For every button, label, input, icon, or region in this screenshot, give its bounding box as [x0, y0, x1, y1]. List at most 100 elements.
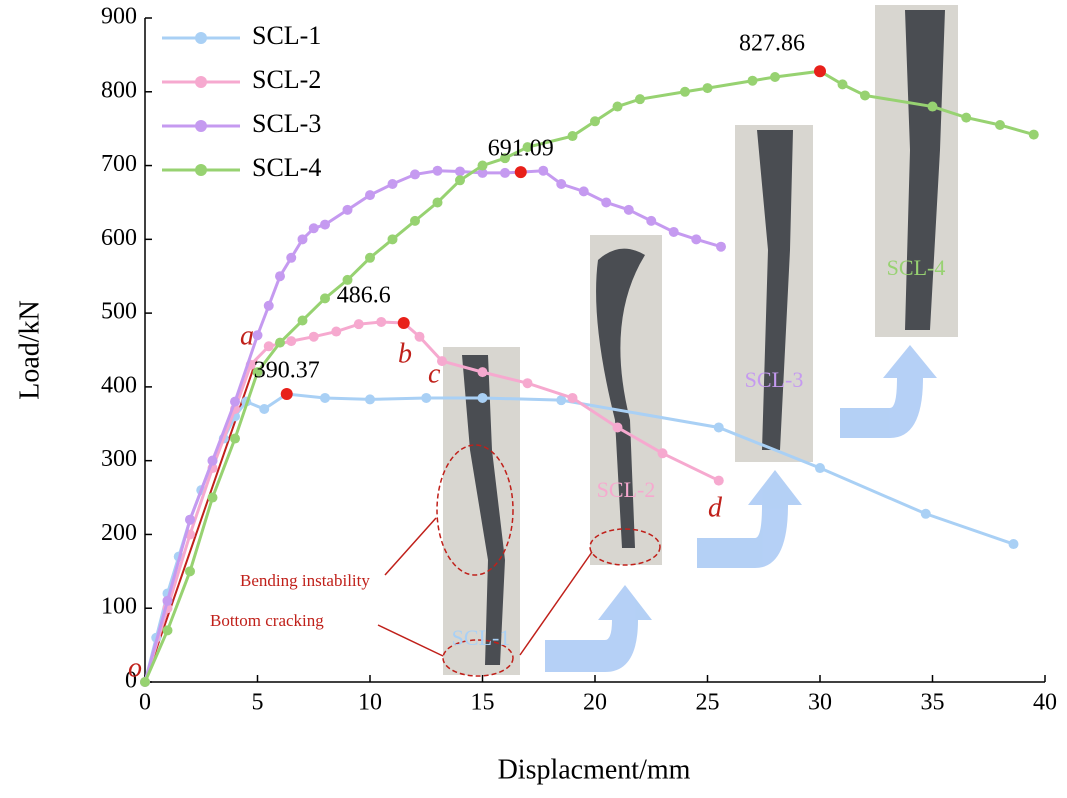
point: [657, 448, 668, 459]
point: [477, 367, 488, 378]
point: [927, 101, 938, 112]
y-tick-label: 600: [101, 225, 137, 251]
peak-label: 691.09: [488, 136, 554, 162]
point: [601, 197, 612, 208]
point: [995, 119, 1005, 130]
point: [455, 166, 465, 177]
y-tick-label: 900: [101, 4, 137, 30]
point: [275, 271, 285, 282]
point: [432, 197, 443, 208]
point: [815, 463, 825, 474]
arrow: [697, 470, 802, 568]
y-tick-label: 800: [101, 77, 137, 103]
point: [713, 422, 724, 433]
point: [286, 252, 297, 263]
peak-point: [814, 65, 826, 78]
arrows: [545, 345, 937, 672]
photo-column: [905, 10, 945, 330]
annotation: o: [128, 652, 142, 683]
annotation: a: [240, 320, 254, 351]
arrow: [840, 345, 937, 438]
point: [365, 252, 375, 263]
legend-marker: [195, 32, 207, 44]
point: [668, 226, 679, 237]
point: [432, 165, 443, 176]
point: [230, 433, 240, 444]
point: [1028, 129, 1039, 140]
x-tick-label: 30: [808, 690, 832, 716]
point: [567, 392, 578, 403]
photos: [443, 5, 958, 675]
point: [376, 316, 387, 327]
point: [353, 319, 364, 330]
legend-marker: [195, 76, 207, 88]
pointer: [377, 624, 444, 657]
point: [410, 169, 420, 180]
point: [259, 404, 270, 415]
point: [308, 223, 319, 234]
x-tick-label: 20: [583, 690, 607, 716]
point: [578, 186, 589, 197]
point: [716, 241, 726, 252]
point: [230, 396, 240, 407]
peak-label: 827.86: [739, 31, 805, 57]
y-tick-label: 100: [101, 594, 137, 620]
x-tick-label: 35: [921, 690, 945, 716]
photo-label: SCL-4: [887, 255, 946, 280]
y-tick-label: 300: [101, 446, 137, 472]
x-tick-label: 0: [139, 690, 151, 716]
point: [477, 160, 488, 171]
x-tick-label: 40: [1033, 690, 1057, 716]
y-tick-label: 700: [101, 151, 137, 177]
point: [185, 566, 195, 577]
point: [920, 508, 931, 519]
point: [342, 204, 353, 215]
point: [612, 101, 623, 112]
point: [297, 234, 308, 245]
x-tick-label: 10: [358, 690, 382, 716]
point: [837, 79, 848, 90]
point: [275, 337, 285, 348]
point: [556, 179, 567, 189]
peak-label: 486.6: [337, 282, 391, 308]
annotation: c: [428, 358, 441, 389]
point: [961, 112, 972, 123]
point: [1008, 539, 1019, 550]
dashed-ellipse: [442, 639, 514, 677]
dashed-ellipse: [589, 528, 661, 566]
point: [713, 475, 724, 486]
point: [410, 215, 420, 226]
pointer: [384, 517, 437, 576]
y-tick-label: 0: [125, 668, 137, 694]
point: [702, 83, 713, 94]
legend-label: SCL-3: [252, 109, 321, 138]
point: [437, 356, 447, 367]
point: [252, 367, 263, 378]
point: [590, 116, 600, 127]
peak-point: [514, 166, 527, 179]
legend-marker: [195, 164, 207, 176]
legend-label: SCL-2: [252, 65, 321, 94]
callouts: [144, 357, 661, 683]
photo-label: SCL-2: [597, 477, 656, 502]
x-tick-label: 5: [252, 690, 264, 716]
legend-label: SCL-1: [252, 21, 321, 50]
peak-label: 390.37: [254, 357, 320, 383]
point: [140, 677, 150, 687]
legend-marker: [195, 120, 207, 132]
annotation: b: [398, 338, 412, 369]
point: [612, 422, 623, 433]
point: [635, 94, 645, 105]
point: [414, 331, 425, 342]
photo-column: [596, 248, 645, 549]
point: [365, 394, 375, 405]
x-tick-label: 25: [696, 690, 720, 716]
point: [263, 341, 274, 352]
x-axis-label: Displacment/mm: [498, 754, 691, 785]
annotation: d: [708, 492, 723, 523]
point: [320, 392, 330, 403]
tangent-line: [144, 357, 258, 683]
annotation: Bending instability: [240, 571, 370, 590]
point: [770, 72, 780, 83]
point: [297, 315, 308, 326]
